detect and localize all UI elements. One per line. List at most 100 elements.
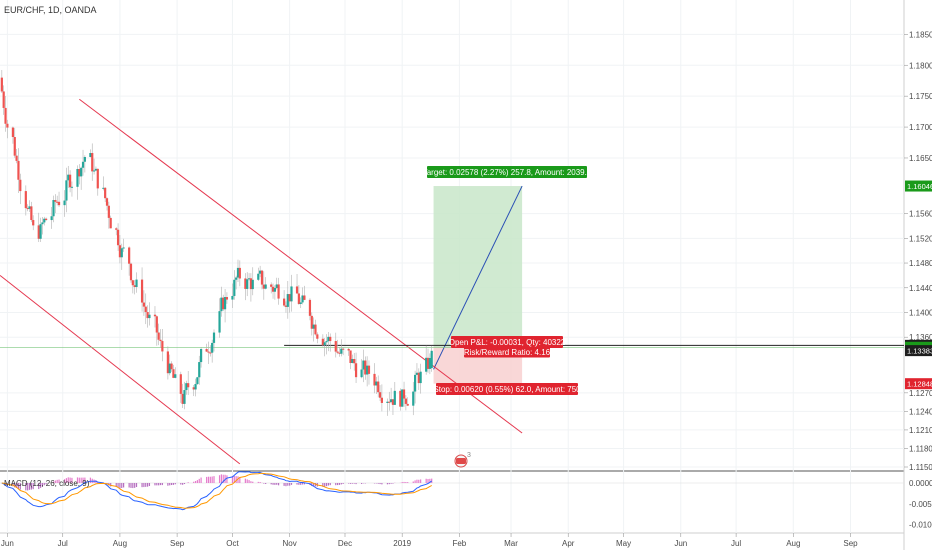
candle-body (63, 200, 66, 206)
candle-body (41, 222, 44, 225)
candle-body (270, 284, 273, 287)
risk-reward-label[interactable]: Risk/Reward Ratio: 4.16 (464, 346, 551, 358)
candle-body (45, 218, 48, 221)
candle-body (209, 352, 212, 354)
candle-body (56, 201, 59, 203)
candle-body (377, 381, 380, 393)
price-tick-label: 1.11800 (909, 444, 932, 453)
macd-signal-line (1, 472, 432, 509)
candle-body (231, 295, 234, 300)
stop-label-text: Stop: 0.00620 (0.55%) 62.0, Amount: 750 (433, 385, 581, 394)
candle-body (157, 332, 160, 340)
time-tick-label: May (616, 539, 631, 548)
candle-body (380, 397, 383, 403)
candle-body (238, 267, 241, 279)
candle-body (259, 270, 262, 274)
candle-body (299, 302, 302, 304)
target-label[interactable]: Target: 0.02578 (2.27%) 257.8, Amount: 2… (423, 166, 592, 178)
candle-body (271, 286, 275, 292)
candle-body (316, 334, 319, 339)
stop-label[interactable]: Stop: 0.00620 (0.55%) 62.0, Amount: 750 (433, 383, 581, 395)
candle-body (244, 278, 247, 289)
time-tick-label: Dec (338, 539, 352, 548)
candle-body (360, 369, 363, 378)
price-tick-label: 1.17500 (909, 92, 932, 101)
candle-body (131, 280, 134, 286)
candle-body (222, 297, 225, 310)
candle-body (412, 391, 415, 406)
candle-body (390, 399, 393, 403)
candle-body (140, 279, 144, 303)
channel-lower-line[interactable] (0, 275, 241, 465)
candlesticks (0, 69, 433, 416)
risk-reward-label-text: Risk/Reward Ratio: 4.16 (464, 348, 551, 357)
target-zone[interactable] (433, 186, 523, 348)
price-tag[interactable] (905, 378, 932, 390)
candle-body (334, 341, 337, 352)
candle-body (236, 267, 240, 278)
candle-body (264, 284, 267, 289)
candle-body (94, 168, 98, 171)
candle-body (196, 377, 199, 385)
candle-body (273, 288, 276, 292)
candle-body (91, 153, 94, 172)
candle-body (378, 392, 382, 398)
position-labels[interactable]: Target: 0.02578 (2.27%) 257.8, Amount: 2… (423, 166, 592, 395)
candle-body (428, 358, 431, 369)
time-axis[interactable]: Jun Jul Aug Sep Oct Nov Dec 2019 Feb Mar Apr May Jun… (1, 533, 858, 548)
candle-body (246, 279, 249, 289)
candle-body (373, 373, 376, 386)
price-tick-label: 1.16500 (909, 154, 932, 163)
time-tick-label: Jun (1, 539, 14, 548)
time-tick-label: Apr (562, 539, 575, 548)
price-axis[interactable]: 1.18500 1.18000 1.17500 1.17000 1.16500 1.156… (904, 30, 932, 530)
candle-body (257, 273, 260, 280)
open-pl-label-bg (451, 336, 563, 348)
candle-body (144, 306, 147, 313)
candle-body (388, 401, 391, 403)
candle-body (54, 200, 57, 202)
replay-icon[interactable]: 3 (454, 452, 471, 468)
candle-body (327, 336, 330, 342)
candle-body (17, 160, 20, 180)
price-tag-label: 1.13383 (907, 347, 932, 356)
candle-body (83, 157, 86, 162)
candle-body (308, 299, 312, 316)
candle-body (375, 381, 378, 386)
open-pl-label-text: Open P&L: -0.00031, Qty: 40322 (449, 338, 566, 347)
channel-upper-line[interactable] (79, 98, 523, 434)
candle-body (354, 363, 358, 378)
candle-body (135, 279, 138, 288)
candle-body (275, 284, 278, 289)
candle-body (153, 314, 157, 317)
candle-body (155, 316, 158, 333)
candle-body (128, 247, 131, 264)
candle-body (284, 305, 288, 307)
price-tag[interactable] (905, 180, 932, 192)
projection-line[interactable] (433, 185, 523, 370)
time-tick-label: Sep (843, 539, 858, 548)
price-tag[interactable] (905, 345, 932, 357)
candle-body (366, 365, 369, 375)
candle-body (325, 341, 328, 343)
candle-body (303, 295, 306, 300)
candle-body (57, 201, 61, 206)
open-pl-label[interactable]: Open P&L: -0.00031, Qty: 40322 (449, 336, 566, 348)
price-tick-label: 1.18500 (909, 30, 932, 39)
price-tick-label: 1.13600 (909, 333, 932, 342)
price-tick-label: 1.14000 (909, 308, 932, 317)
time-tick-label: Sep (170, 539, 185, 548)
candle-body (338, 352, 341, 354)
candle-body (277, 284, 280, 299)
price-tick-label: 1.12700 (909, 389, 932, 398)
price-tag-label: 1.16046 (907, 182, 932, 191)
risk-reward-label-bg (464, 346, 550, 358)
macd-line (1, 471, 432, 511)
candle-body (81, 161, 85, 168)
stop-label-bg (436, 383, 578, 395)
candle-body (76, 169, 79, 187)
candle-body (283, 298, 286, 306)
candle-body (118, 245, 122, 258)
